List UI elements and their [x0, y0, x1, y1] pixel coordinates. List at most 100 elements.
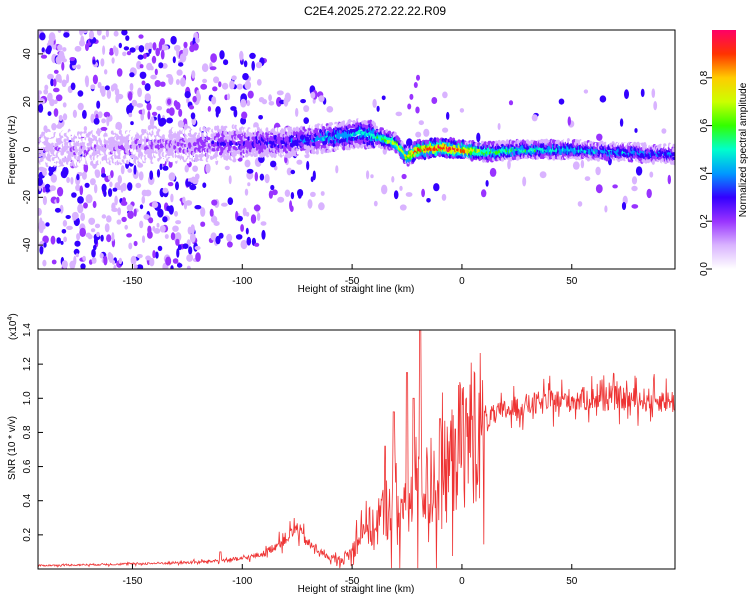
spectrogram-cell	[485, 180, 489, 187]
spectrogram-cell	[261, 229, 266, 240]
spectrogram-cell	[84, 182, 90, 188]
spectrogram-cell	[584, 176, 591, 182]
spectrogram-cell	[318, 95, 325, 103]
spectrogram-cell	[113, 30, 119, 37]
spectrogram-cell	[151, 201, 159, 208]
spectrogram-cell	[240, 98, 247, 108]
spectrogram-cell	[50, 235, 56, 245]
spectrogram-cell	[48, 165, 55, 173]
spectrogram-cell	[137, 87, 143, 98]
spectrogram-cell	[182, 196, 186, 204]
spectrogram-cell	[50, 174, 57, 183]
spectrogram-cell	[83, 126, 88, 132]
spectrogram-cell	[92, 200, 97, 209]
spectrogram-cell	[111, 232, 115, 242]
spectrogram-cell	[195, 252, 201, 262]
spectrogram-cell	[117, 207, 121, 216]
spectrogram-cell	[96, 30, 102, 36]
spectrogram-cell	[172, 56, 176, 64]
spectrogram-cell	[185, 200, 193, 206]
spectrogram-cell	[100, 126, 108, 131]
spectrogram-cell	[226, 93, 231, 100]
spectrogram-cell	[251, 60, 255, 71]
spectrogram-cell	[83, 202, 88, 209]
spectrogram-cell	[61, 229, 67, 234]
spectrogram-cell	[175, 79, 180, 85]
spectrogram-cell	[312, 170, 316, 181]
spectrogram-cell	[399, 204, 407, 211]
spectrogram-cell	[205, 163, 211, 174]
spectrogram-cell	[114, 182, 121, 190]
spectrogram-cell	[221, 82, 229, 90]
spectrogram-cell	[101, 173, 107, 178]
spectrogram-cell	[42, 259, 47, 267]
spectrogram-cell	[646, 188, 652, 199]
spectrogram-cell	[57, 186, 64, 197]
spectrogram-cell	[91, 257, 97, 264]
spectrogram-cell	[59, 204, 64, 214]
spectrogram-cell	[166, 74, 173, 78]
spectrogram-cell	[162, 216, 168, 223]
colorbar-tick-label: 0.4	[699, 166, 710, 180]
spectrogram-cell	[131, 99, 138, 107]
spectrogram-cell	[91, 248, 96, 258]
spectrogram-cell	[284, 92, 291, 103]
spectrogram-cell	[246, 236, 252, 246]
spectrogram-cell	[43, 89, 49, 95]
spectrogram-cell	[121, 216, 127, 223]
spectrogram-cell	[209, 66, 217, 71]
spectrogram-cell	[176, 69, 183, 76]
spectrogram-cell	[128, 242, 133, 250]
spectrogram-cell	[66, 73, 70, 84]
snr-scale-factor: (x104)	[7, 313, 19, 340]
spectrogram-cell	[259, 173, 265, 181]
spectrogram-cell	[211, 199, 218, 206]
spectrogram-cell	[141, 108, 146, 116]
spectrogram-cell	[223, 59, 229, 66]
spectrogram-y-label: Frequency (Hz)	[7, 116, 18, 185]
spectrogram-cell	[159, 117, 167, 126]
spectrogram-cell	[63, 138, 67, 143]
spectrogram-cell	[63, 236, 67, 243]
colorbar-label: Normalized spectral amplitude	[738, 82, 749, 217]
spectrogram-cells	[38, 30, 675, 269]
spectrogram-cell	[141, 189, 148, 197]
spectrogram-cell	[155, 47, 160, 57]
spectrogram-cell	[431, 97, 438, 104]
spectrogram-cell	[47, 92, 53, 102]
spectrogram-cell	[157, 208, 164, 218]
spectrogram-cell	[39, 32, 46, 41]
spectrogram-cell	[297, 190, 302, 199]
spectrogram-cell	[39, 217, 43, 226]
spectrogram-cell	[90, 84, 96, 90]
spectrogram-cell	[230, 106, 237, 111]
spectrogram-cell	[92, 74, 98, 85]
spectrogram-cell	[165, 256, 172, 266]
spectrogram-cell	[103, 147, 107, 151]
spectrogram-cell	[77, 196, 84, 204]
spectrogram-cell	[318, 202, 325, 211]
spectrogram-cell	[268, 94, 272, 102]
spectrogram-cell	[113, 158, 117, 163]
colorbar-tick-label: 0.8	[699, 70, 710, 84]
spectrogram-cell	[399, 185, 403, 191]
spectrogram-cell	[481, 189, 487, 198]
spectrogram-cell	[102, 45, 106, 55]
spectrogram-cell	[149, 257, 155, 267]
spectrogram-cell	[154, 68, 158, 76]
spectrogram-cell	[42, 195, 48, 206]
spectrogram-cell	[264, 173, 270, 184]
spectrogram-cell	[93, 118, 100, 125]
spectrogram-cell	[104, 69, 108, 75]
spectrogram-cell	[256, 79, 262, 86]
spectrogram-cell	[583, 89, 589, 94]
spectrogram-cell	[370, 174, 374, 179]
spectrogram-cell	[124, 224, 128, 230]
spectrogram-cell	[189, 232, 196, 243]
spectrogram-cell	[476, 132, 481, 143]
spectrogram-cell	[307, 199, 313, 209]
spectrogram-cell	[139, 220, 144, 229]
spectrogram-cell	[53, 99, 58, 105]
y-tick-label: 0.2	[22, 527, 33, 541]
spectrogram-cell	[66, 225, 73, 230]
